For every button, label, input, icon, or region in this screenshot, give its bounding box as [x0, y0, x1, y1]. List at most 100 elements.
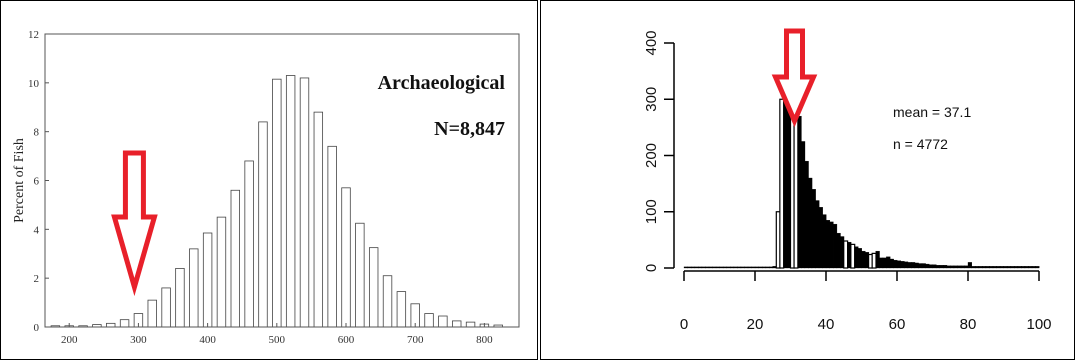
histogram-bar: [875, 250, 880, 269]
x-tick-label: 400: [199, 334, 216, 346]
histogram-bar: [960, 265, 965, 269]
x-tick-label: 500: [269, 334, 286, 346]
histogram-bar: [244, 160, 254, 328]
y-tick-label: 10: [28, 78, 40, 90]
histogram-bar: [147, 299, 157, 328]
histogram-bar: [272, 78, 282, 328]
histogram-bar: [971, 266, 976, 269]
histogram-bar: [967, 262, 972, 269]
histogram-bar: [800, 141, 806, 269]
histogram-bar: [1028, 266, 1033, 269]
x-tick-label: 300: [130, 334, 147, 346]
histogram-bar: [712, 266, 717, 269]
x-tick-label: 40: [818, 316, 835, 333]
histogram-bar: [889, 258, 894, 269]
histogram-bar: [925, 263, 930, 269]
histogram-bar: [783, 87, 788, 269]
histogram-bar: [751, 266, 756, 269]
histogram-bar: [1006, 266, 1012, 269]
histogram-bar: [119, 319, 130, 328]
y-tick-label: 100: [643, 199, 660, 224]
histogram-bar: [942, 265, 948, 269]
histogram-bar: [882, 257, 887, 269]
y-tick-label: 6: [34, 176, 40, 188]
y-tick-label: 300: [643, 87, 660, 112]
histogram-bar: [804, 160, 809, 269]
histogram-bar: [932, 264, 937, 269]
x-tick-label: 200: [61, 334, 78, 346]
length-histogram: 0 20 40 60 80 100 0 100 200 300 400 mean = 37.1 n…: [643, 28, 1052, 333]
histogram-bar: [341, 187, 351, 328]
histogram-bar: [382, 275, 393, 328]
y-axis-label: Percent of Fish: [12, 138, 27, 223]
y-tick-label: 2: [34, 273, 40, 285]
histogram-bar: [921, 263, 926, 269]
histogram-bar: [815, 200, 820, 269]
histogram-bar: [871, 252, 877, 269]
histogram-bar: [989, 266, 994, 269]
annotation-mean: mean = 37.1: [893, 104, 971, 120]
histogram-bar: [893, 259, 898, 269]
histogram-bar: [216, 216, 227, 328]
histogram-bar: [368, 247, 379, 328]
histogram-bar: [744, 266, 749, 269]
x-tick-label: 100: [1026, 316, 1051, 333]
x-tick-label: 800: [476, 334, 493, 346]
histogram-bar: [705, 266, 710, 269]
histogram-bar: [996, 266, 1001, 269]
histogram-bar: [985, 266, 990, 269]
histogram-bar: [850, 243, 856, 269]
histogram-bar: [957, 265, 962, 269]
histogram-bar: [452, 320, 462, 328]
histogram-bar: [808, 177, 813, 269]
histogram-bar: [779, 98, 785, 269]
histogram-bar: [202, 232, 213, 328]
histogram-bar: [698, 266, 703, 269]
x-tick-label: 700: [407, 334, 424, 346]
histogram-bar: [896, 260, 901, 269]
histogram-bar: [299, 77, 310, 328]
histogram-bar: [726, 266, 731, 269]
histogram-bar: [729, 266, 735, 269]
histogram-bar: [687, 266, 692, 269]
archaeological-histogram-panel: 200 300 400 500 600 700 800 0 2 4 6 8 10 12 Percent …: [0, 0, 538, 360]
histogram-bar: [708, 266, 713, 269]
histogram-bar: [914, 262, 919, 269]
histogram-bar: [769, 266, 774, 269]
histogram-bar: [758, 266, 763, 269]
histogram-bar: [825, 220, 830, 269]
histogram-bar: [836, 232, 841, 269]
x-tick-label: 80: [960, 316, 977, 333]
histogram-bar: [161, 287, 171, 328]
histogram-bar: [918, 263, 923, 269]
histogram-bar: [903, 261, 909, 269]
histogram-bar: [258, 121, 268, 328]
histogram-bar: [946, 265, 951, 269]
histogram-bar: [747, 266, 752, 269]
histogram-bar: [886, 256, 891, 269]
histogram-bar: [1024, 266, 1029, 269]
histogram-bar: [978, 266, 983, 269]
histogram-bar: [754, 266, 759, 269]
histogram-bar: [438, 315, 448, 328]
histogram-bar: [355, 222, 365, 328]
annotation-count: n = 4772: [893, 136, 948, 152]
histogram-bar: [1035, 266, 1040, 269]
histogram-bar: [928, 264, 933, 269]
histogram-bar: [854, 246, 859, 269]
histogram-bar: [974, 266, 980, 269]
histogram-bar: [740, 266, 745, 269]
histogram-bar: [992, 266, 997, 269]
archaeological-histogram: 200 300 400 500 600 700 800 0 2 4 6 8 10 12 Percent …: [12, 29, 520, 346]
x-tick-label: 20: [747, 316, 764, 333]
histogram-bar: [857, 248, 862, 269]
y-tick-label: 12: [28, 29, 39, 41]
histogram-bar: [765, 266, 770, 269]
histogram-bar: [982, 266, 987, 269]
histogram-bar: [722, 266, 728, 269]
histogram-bar: [832, 223, 838, 269]
histogram-bar: [396, 291, 407, 328]
histogram-bar: [818, 207, 823, 269]
down-arrow-icon: [771, 28, 818, 128]
histogram-bar: [879, 257, 884, 269]
